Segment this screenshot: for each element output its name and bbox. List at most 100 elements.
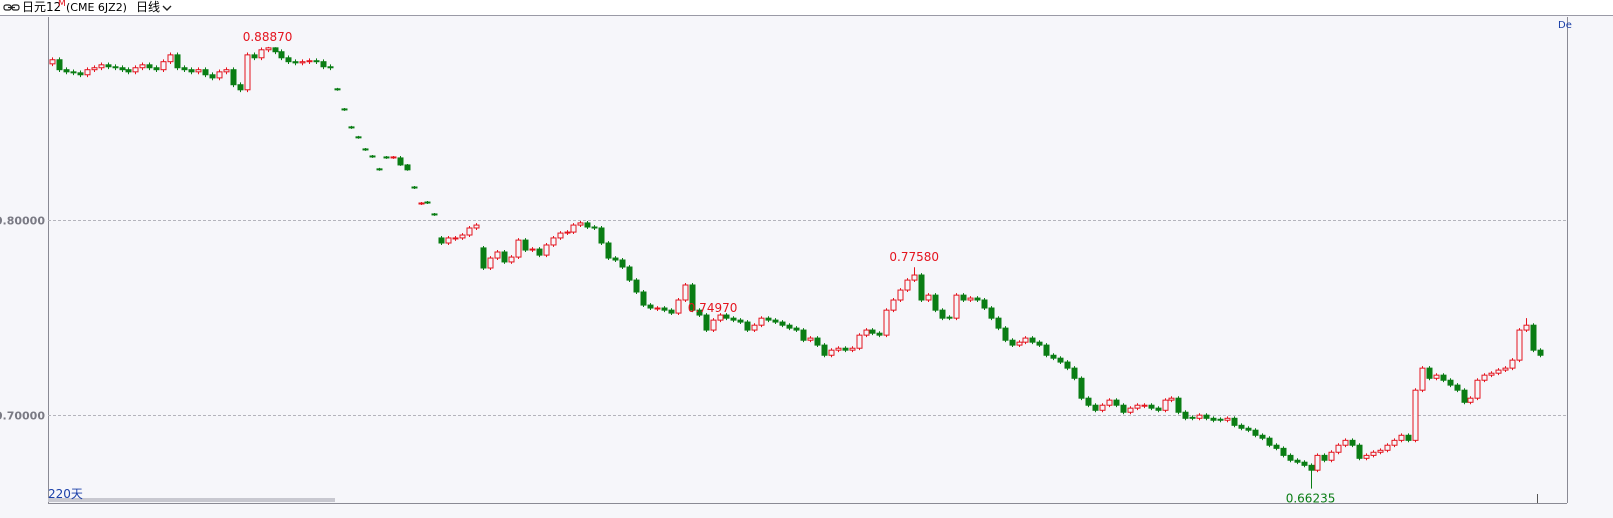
candle-body <box>1461 389 1468 403</box>
candle-body <box>355 136 362 139</box>
candle-body <box>278 51 285 59</box>
candle-body <box>647 304 654 309</box>
candle-body <box>1141 404 1148 407</box>
candle-body <box>1377 449 1384 453</box>
candle-body <box>341 108 348 111</box>
dropdown-arrow[interactable] <box>162 3 172 13</box>
candle-body <box>786 324 793 329</box>
candle-body <box>807 337 814 341</box>
candle-body <box>932 294 939 311</box>
candle-body <box>411 186 418 189</box>
candle-body <box>800 329 807 341</box>
candle-body <box>1412 389 1419 441</box>
candle-body <box>1120 404 1127 413</box>
candle-body <box>765 317 772 321</box>
candle-body <box>431 213 438 216</box>
candle-body <box>1148 404 1155 409</box>
y-tick-label: 0.70000 <box>0 410 45 423</box>
candle-body <box>744 321 751 331</box>
candle-body <box>369 155 376 158</box>
candle-body <box>202 69 209 76</box>
candle-body <box>1029 337 1036 343</box>
candle-body <box>717 314 724 321</box>
candle-body <box>91 67 98 71</box>
candle-body <box>869 329 876 334</box>
candle-body <box>237 84 244 91</box>
candle-body <box>689 284 696 311</box>
candle-body <box>1454 384 1461 391</box>
candle-body <box>70 71 77 74</box>
candle-body <box>119 67 126 71</box>
candle-body <box>953 294 960 319</box>
candle-body <box>967 297 974 301</box>
candle-body <box>557 232 564 239</box>
high-label: 0.77580 <box>889 250 939 264</box>
candle-body <box>661 307 668 311</box>
candle-body <box>327 66 334 69</box>
candle-body <box>1467 397 1474 403</box>
candle-body <box>835 347 842 351</box>
candle-body <box>84 69 91 76</box>
candle-body <box>1266 437 1273 446</box>
candle-body <box>1287 454 1294 461</box>
candle-body <box>1349 439 1356 446</box>
candle-body <box>98 64 105 69</box>
candle-body <box>515 239 522 258</box>
candle-body <box>981 299 988 309</box>
candle-body <box>1363 454 1370 459</box>
candle-body <box>612 257 619 261</box>
candle-body <box>272 47 279 53</box>
candle-body <box>543 244 550 256</box>
candle-body <box>856 334 863 349</box>
candle-body <box>1002 327 1009 341</box>
candle-body <box>105 64 112 68</box>
candle-body <box>598 227 605 244</box>
candle-body <box>640 291 647 306</box>
candle-body <box>223 69 230 73</box>
candle-body <box>1440 374 1447 381</box>
candle-body <box>1036 341 1043 346</box>
candle-body <box>1050 354 1057 359</box>
scrollbar[interactable] <box>48 498 335 502</box>
link-icon[interactable] <box>3 1 21 15</box>
candle-body <box>522 239 529 251</box>
candle-body <box>1182 411 1189 419</box>
candle-body <box>751 324 758 331</box>
low-label: 0.66235 <box>1286 492 1336 506</box>
candle-body <box>723 314 730 319</box>
candle-body <box>1043 344 1050 356</box>
candle-body <box>1447 379 1454 386</box>
high-label: 0.88870 <box>243 30 293 44</box>
candle-body <box>626 266 633 281</box>
candle-body <box>1009 339 1016 346</box>
candle-body <box>1092 404 1099 411</box>
period-selector[interactable]: 日线 <box>136 0 161 14</box>
candle-body <box>1509 359 1516 369</box>
candle-body <box>1530 324 1537 351</box>
candle-body <box>675 299 682 314</box>
candle-body <box>1245 427 1252 431</box>
candle-body <box>251 54 258 59</box>
candle-body <box>1426 367 1433 379</box>
candle-body <box>1384 444 1391 451</box>
candle-body <box>390 156 397 159</box>
candle-body <box>1085 397 1092 406</box>
candle-body <box>306 60 313 63</box>
candle-body <box>77 72 84 76</box>
candle-body <box>153 67 160 71</box>
candle-body <box>1071 367 1078 379</box>
candle-body <box>480 247 487 269</box>
candle-body <box>591 226 598 229</box>
candle-body <box>1168 397 1175 401</box>
candle-body <box>1155 407 1162 411</box>
candle-body <box>1203 414 1210 419</box>
candle-body <box>605 242 612 259</box>
candle-body <box>1127 407 1134 413</box>
candle-body <box>1294 459 1301 463</box>
candle-body <box>633 279 640 293</box>
candle-body <box>265 47 272 51</box>
candle-body <box>1481 374 1488 381</box>
symbol[interactable]: 日元12 <box>22 0 62 14</box>
candle-body <box>1162 399 1169 411</box>
candle-body <box>362 148 369 151</box>
